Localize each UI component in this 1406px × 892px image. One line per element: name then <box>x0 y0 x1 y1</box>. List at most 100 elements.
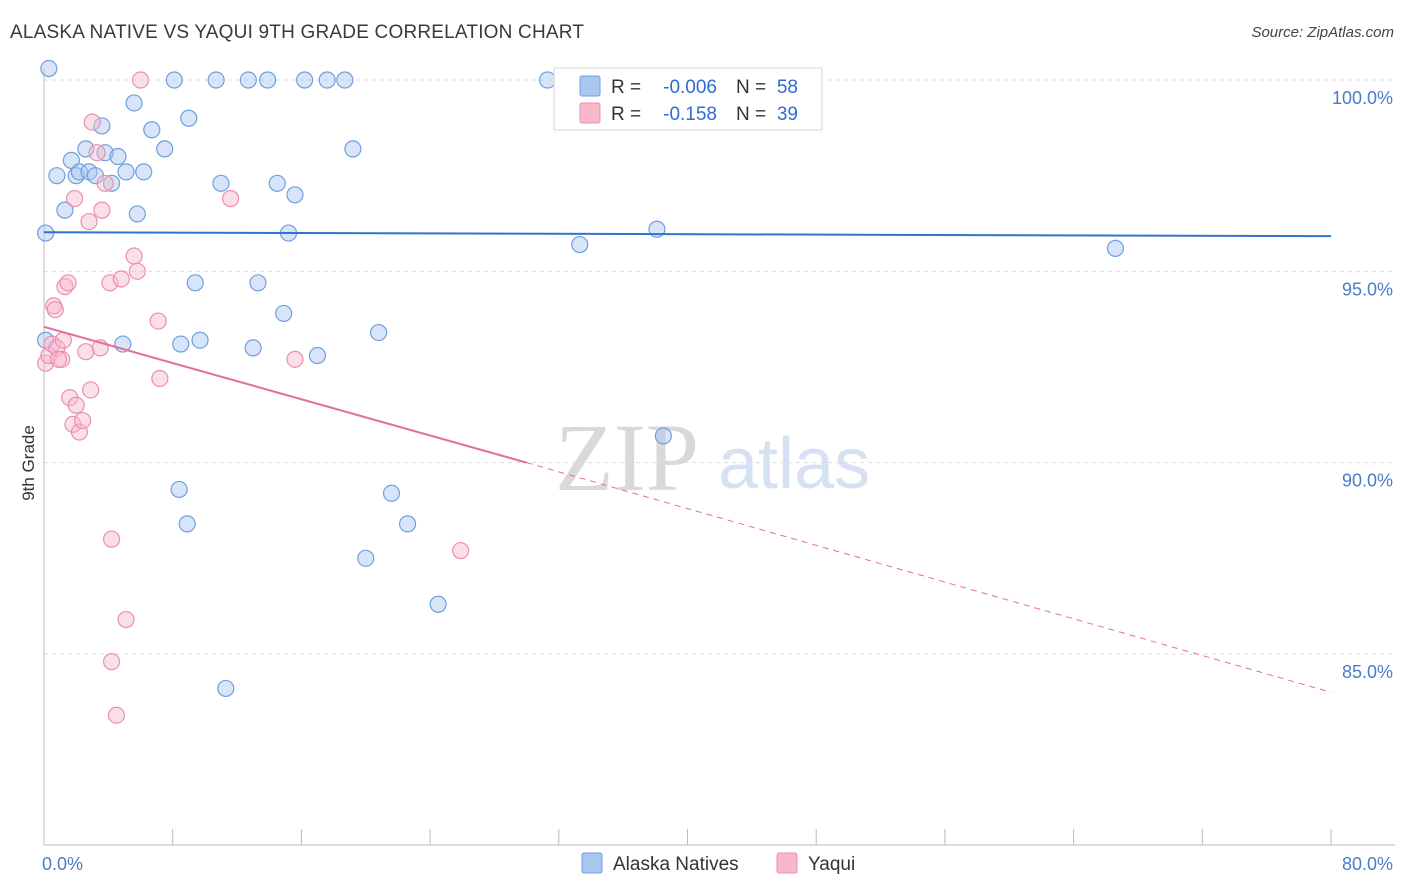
point-alaska-natives <box>654 427 672 445</box>
point-yaqui <box>74 411 92 430</box>
point-alaska-natives <box>109 147 127 166</box>
point-yaqui <box>67 396 85 414</box>
point-yaqui <box>59 274 77 292</box>
point-yaqui <box>286 350 304 368</box>
point-alaska-natives <box>275 304 293 323</box>
watermark-atlas: atlas <box>718 424 870 504</box>
point-alaska-natives <box>170 480 188 499</box>
point-yaqui <box>102 653 121 671</box>
series-legend-swatch-yaqui <box>776 852 798 874</box>
point-alaska-natives <box>56 201 74 219</box>
series-legend-label: Alaska Natives <box>613 854 739 875</box>
legend-n-label: N = <box>736 77 766 98</box>
trend-line-extension-yaqui <box>526 462 1332 693</box>
point-yaqui <box>96 174 114 192</box>
watermark: ZIP atlas <box>555 404 870 511</box>
point-alaska-natives <box>125 94 143 112</box>
point-alaska-natives <box>48 167 66 185</box>
point-yaqui <box>82 381 100 399</box>
point-yaqui <box>149 312 167 330</box>
point-alaska-natives <box>398 515 417 533</box>
legend-r-label: R = <box>611 77 641 98</box>
point-alaska-natives <box>165 71 183 89</box>
x-ticks <box>172 829 1332 845</box>
legend-n-value: 39 <box>777 104 798 125</box>
point-alaska-natives <box>102 174 121 192</box>
point-alaska-natives <box>244 339 262 357</box>
legend-r-label: R = <box>611 104 641 125</box>
point-alaska-natives <box>70 163 88 181</box>
point-alaska-natives <box>117 163 135 181</box>
point-alaska-natives <box>93 117 111 135</box>
point-alaska-natives <box>249 274 267 292</box>
point-alaska-natives <box>77 140 95 158</box>
point-alaska-natives <box>180 109 198 127</box>
legend-r-value: -0.006 <box>663 77 717 98</box>
point-alaska-natives <box>207 71 225 89</box>
grid-lines <box>44 79 1395 655</box>
series-legend: Alaska Natives Yaqui <box>581 852 855 875</box>
point-alaska-natives <box>382 484 401 502</box>
point-alaska-natives <box>1106 239 1125 257</box>
point-yaqui <box>93 201 111 219</box>
point-alaska-natives <box>336 71 354 89</box>
point-alaska-natives <box>571 235 589 254</box>
point-yaqui <box>77 343 95 361</box>
point-alaska-natives <box>538 71 557 89</box>
point-yaqui <box>112 270 130 288</box>
point-alaska-natives <box>296 71 314 89</box>
point-yaqui <box>128 262 146 280</box>
point-yaqui <box>117 610 135 629</box>
data-points <box>37 59 1125 724</box>
point-alaska-natives <box>344 140 362 158</box>
point-yaqui <box>49 350 68 368</box>
axes <box>43 68 1395 846</box>
y-tick-label: 100.0% <box>1332 88 1393 108</box>
point-alaska-natives <box>40 59 58 78</box>
point-alaska-natives <box>135 163 153 181</box>
point-alaska-natives <box>429 595 447 613</box>
legend-n-value: 58 <box>777 77 798 98</box>
trend-lines <box>43 231 1332 693</box>
point-yaqui <box>452 542 470 560</box>
x-tick-label: 80.0% <box>1342 854 1393 874</box>
watermark-zip: ZIP <box>555 404 699 511</box>
point-alaska-natives <box>128 205 146 223</box>
point-yaqui <box>80 212 98 231</box>
point-alaska-natives <box>370 323 388 342</box>
point-yaqui <box>88 144 106 162</box>
trend-line-alaska-natives <box>43 231 1332 238</box>
chart-title: ALASKA NATIVE VS YAQUI 9TH GRADE CORRELA… <box>10 22 585 43</box>
point-alaska-natives <box>286 186 304 204</box>
legend-r-value: -0.158 <box>663 104 717 125</box>
y-tick-labels: 100.0% 95.0% 90.0% 85.0% <box>1332 88 1393 682</box>
y-axis-title: 9th Grade <box>19 425 38 501</box>
point-yaqui <box>46 301 64 319</box>
point-yaqui <box>107 706 125 724</box>
point-alaska-natives <box>178 515 196 533</box>
series-legend-label: Yaqui <box>808 854 855 875</box>
point-alaska-natives <box>239 71 257 89</box>
y-tick-label: 95.0% <box>1342 279 1393 299</box>
point-yaqui <box>125 247 143 265</box>
point-alaska-natives <box>259 71 277 89</box>
correlation-legend: R = -0.006 N = 58 R = -0.158 N = 39 <box>553 67 823 131</box>
x-tick-label: 0.0% <box>42 854 83 874</box>
point-yaqui <box>151 369 169 388</box>
point-alaska-natives <box>217 679 235 698</box>
point-yaqui <box>65 190 84 208</box>
legend-swatch-yaqui <box>579 102 601 124</box>
point-alaska-natives <box>186 274 204 292</box>
point-alaska-natives <box>191 331 209 349</box>
point-yaqui <box>83 113 101 131</box>
point-yaqui <box>222 190 240 208</box>
legend-n-label: N = <box>736 104 766 125</box>
point-alaska-natives <box>318 71 336 89</box>
source-label: Source: ZipAtlas.com <box>1251 24 1394 41</box>
point-alaska-natives <box>143 121 161 139</box>
point-yaqui <box>102 530 121 548</box>
point-alaska-natives <box>212 174 230 192</box>
point-yaqui <box>101 274 119 292</box>
x-tick-labels: 0.0% 80.0% <box>42 854 1393 874</box>
